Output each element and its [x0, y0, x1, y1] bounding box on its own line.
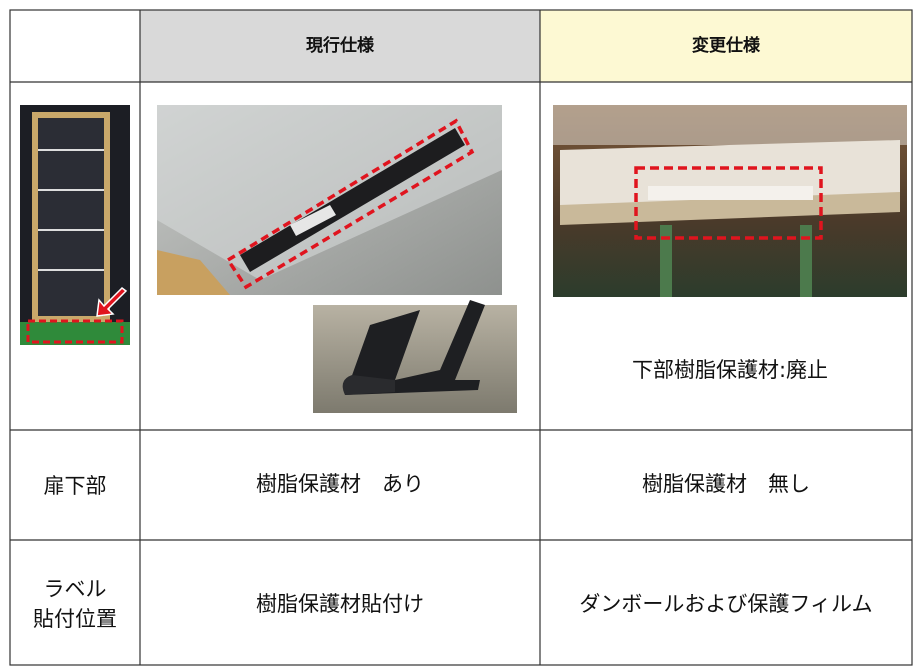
cell: ダンボールおよび保護フィルム [579, 592, 872, 616]
row-label: ラベル [44, 577, 107, 601]
header-current: 現行仕様 [306, 35, 375, 56]
header-bg [540, 10, 912, 82]
header-bg [140, 10, 540, 82]
door-photo [20, 105, 130, 345]
protector-photo [313, 300, 517, 413]
cell: 樹脂保護材 あり [256, 472, 424, 496]
current-photo [157, 105, 502, 295]
table-border [9, 9, 913, 666]
cell: 樹脂保護材貼付け [256, 592, 424, 616]
row-label: 扉下部 [44, 474, 107, 498]
header-changed: 変更仕様 [692, 35, 761, 56]
image-caption: 下部樹脂保護材:廃止 [632, 358, 828, 382]
changed-photo [553, 105, 907, 297]
row-label: 貼付位置 [33, 607, 117, 631]
cell: 樹脂保護材 無し [642, 472, 810, 496]
